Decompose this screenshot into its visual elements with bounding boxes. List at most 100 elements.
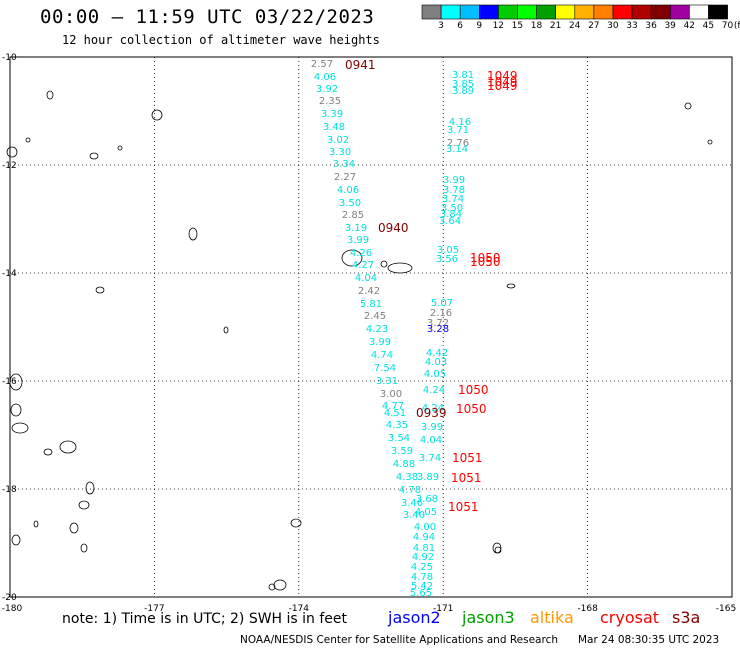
colorbar-tick-label: 18	[530, 21, 543, 31]
wave-height-label: 4.74	[371, 350, 393, 361]
island-outline	[268, 583, 276, 591]
wave-height-label: 3.05	[437, 245, 459, 256]
pass-time-label: 1049	[487, 69, 518, 83]
wave-height-label: 4.77	[382, 401, 404, 412]
wave-height-label: 5.42	[411, 581, 433, 592]
pass-time-label: 1050	[470, 251, 501, 265]
legend-jason3: jason3	[462, 608, 515, 627]
wave-height-label: 4.04	[420, 435, 442, 446]
island-outline	[341, 249, 363, 267]
island-outline	[6, 146, 18, 158]
wave-height-label: 3.34	[333, 159, 355, 170]
island-outline	[273, 579, 287, 591]
wave-height-label: 3.48	[323, 122, 345, 133]
wave-height-label: 2.27	[334, 172, 356, 183]
wave-height-label: 3.89	[417, 472, 439, 483]
wave-height-label: 3.00	[380, 389, 402, 400]
wave-height-label: 3.99	[421, 422, 443, 433]
colorbar-tick-label: 45	[702, 21, 715, 31]
wave-height-label: 3.50	[441, 203, 463, 214]
wave-height-label: 3.99	[347, 235, 369, 246]
wave-height-label: 3.78	[443, 185, 465, 196]
island-outline	[684, 102, 692, 110]
wave-height-label: 3.84	[440, 209, 462, 220]
island-outline	[43, 448, 53, 456]
wave-height-label: 3.30	[329, 147, 351, 158]
wave-height-label: 3.81	[452, 70, 474, 81]
wave-height-label: 3.85	[452, 79, 474, 90]
island-outline	[380, 260, 388, 268]
lon-tick-label: -180	[2, 604, 23, 614]
wave-height-label: 3.19	[345, 223, 367, 234]
island-outline	[494, 546, 502, 554]
wave-height-label: 4.05	[415, 507, 437, 518]
wave-height-label: 4.51	[384, 408, 406, 419]
colorbar-tick-label: 30	[607, 21, 619, 31]
colorbar-tick-label: 21	[549, 21, 562, 31]
wave-height-label: 3.92	[316, 84, 338, 95]
island-outline	[80, 543, 88, 553]
colorbar-tick-label: 15	[511, 21, 524, 31]
island-outline	[11, 422, 29, 434]
wave-height-label: 3.99	[443, 175, 465, 186]
wave-height-label: 4.92	[412, 552, 434, 563]
wave-height-label: 3.39	[321, 109, 343, 120]
wave-height-label: 3.59	[391, 446, 413, 457]
island-outline	[506, 283, 516, 289]
island-outline	[78, 500, 90, 510]
pass-time-label: 1049	[487, 79, 518, 93]
wave-height-label: 3.68	[416, 494, 438, 505]
wave-height-label: 4.24	[423, 385, 445, 396]
lat-tick-label: -12	[2, 161, 17, 171]
wave-height-label: 4.88	[393, 459, 415, 470]
island-outline	[290, 518, 302, 528]
wave-height-label: 4.06	[337, 185, 359, 196]
wave-height-label: 4.03	[425, 357, 447, 368]
lon-tick-label: -177	[144, 604, 164, 614]
colorbar-tick-label: 9	[476, 21, 483, 31]
island-outline	[85, 481, 95, 495]
colorbar-tick-label: 24	[568, 21, 581, 31]
lat-tick-label: -18	[2, 485, 17, 495]
wave-height-label: 3.99	[369, 337, 391, 348]
colorbar-unit: (ft)	[733, 21, 740, 31]
credit-line: NOAA/NESDIS Center for Satellite Applica…	[240, 634, 558, 646]
colorbar	[421, 4, 728, 20]
wave-height-label: 2.35	[319, 96, 341, 107]
page-title: 00:00 – 11:59 UTC 03/22/2023	[40, 6, 375, 28]
wave-height-label: 5.81	[360, 299, 382, 310]
island-outline	[223, 326, 229, 334]
pass-time-label: 1050	[458, 383, 489, 397]
wave-height-label: 4.94	[413, 532, 435, 543]
colorbar-tick-label: 27	[588, 21, 600, 31]
wave-height-label: 5.07	[431, 298, 453, 309]
wave-height-label: 2.57	[311, 59, 333, 70]
timestamp: Mar 24 08:30:35 UTC 2023	[578, 634, 720, 646]
lon-tick-label: -165	[716, 604, 736, 614]
pass-time-label: 1051	[452, 451, 483, 465]
wave-height-label: 4.26	[350, 248, 372, 259]
wave-height-label: 2.76	[447, 138, 469, 149]
lat-tick-label: -10	[2, 53, 17, 63]
colorbar-tick-label: 70	[721, 21, 734, 31]
island-outline	[9, 373, 23, 391]
colorbar-tick-label: 42	[683, 21, 696, 31]
wave-height-label: 3.74	[442, 194, 464, 205]
lon-tick-label: -174	[289, 604, 310, 614]
wave-height-label: 3.56	[436, 254, 458, 265]
island-outline	[151, 109, 163, 121]
wave-height-label: 3.74	[419, 453, 441, 464]
wave-height-label: 7.54	[374, 363, 396, 374]
wave-height-label: 2.16	[430, 308, 452, 319]
wave-height-label: 3.40	[403, 510, 425, 521]
legend-cryosat: cryosat	[600, 608, 660, 627]
pass-time-label: 1050	[456, 402, 487, 416]
pass-time-label: 0941	[345, 58, 376, 72]
island-outline	[10, 403, 22, 417]
wave-height-label: 3.64	[439, 216, 461, 227]
legend-s3a: s3a	[672, 608, 701, 627]
colorbar-tick-label: 12	[492, 21, 505, 31]
island-outline	[59, 440, 77, 454]
island-outline	[46, 90, 54, 100]
island-outline	[707, 139, 713, 145]
